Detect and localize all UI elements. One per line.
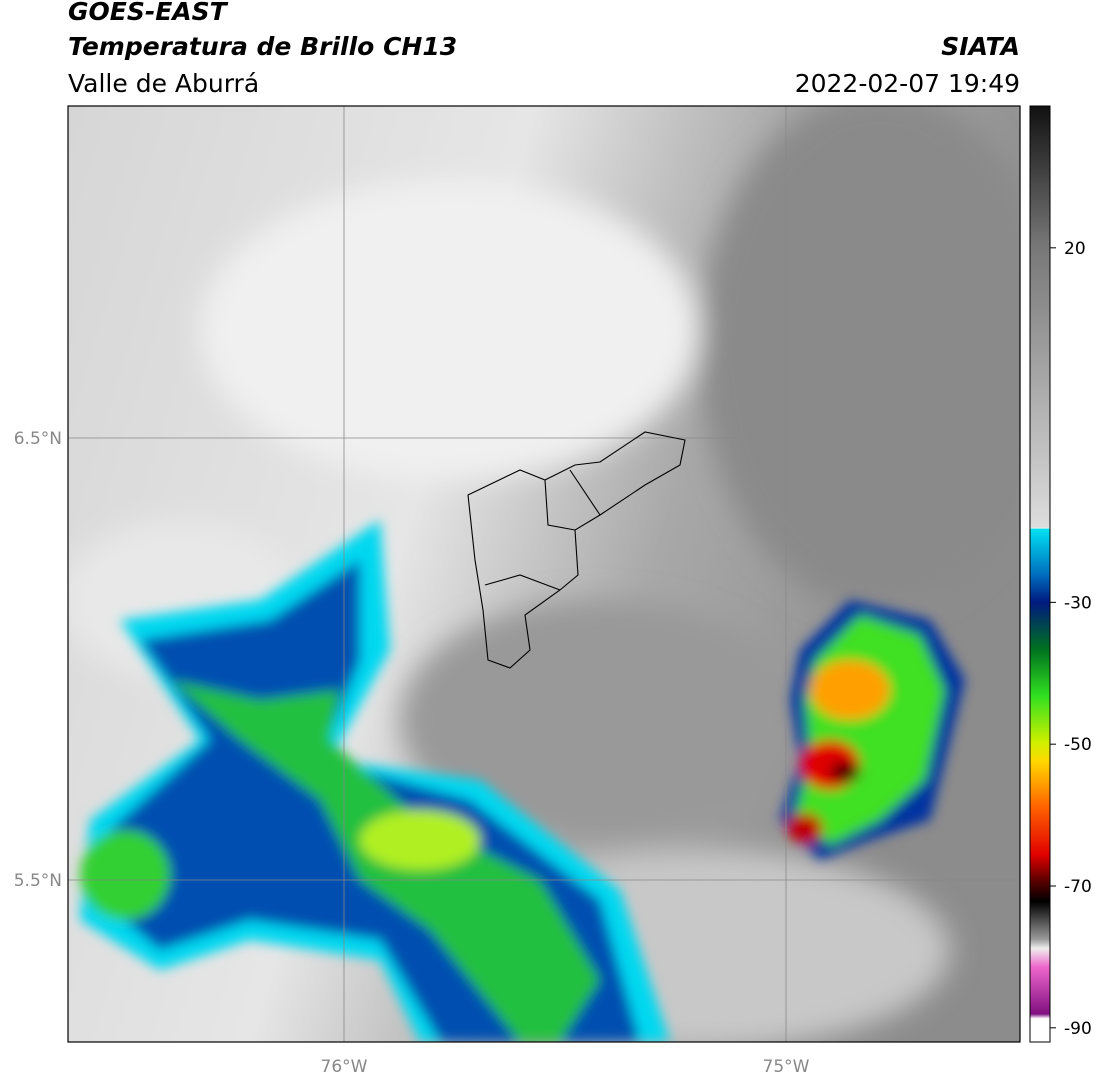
subtitle: Temperatura de Brillo CH13 [68, 32, 457, 61]
colorbar-tick-label: -50 [1064, 735, 1092, 755]
map-frame [67, 105, 1021, 1043]
colorbar [1029, 105, 1051, 1043]
satellite-image [68, 106, 1020, 1042]
lat-label: 6.5°N [14, 429, 62, 449]
lon-label: 75°W [763, 1057, 810, 1077]
colorbar-tick-label: -90 [1064, 1019, 1092, 1039]
lat-label: 5.5°N [14, 871, 62, 891]
region: Valle de Aburrá [68, 69, 259, 98]
lon-label: 76°W [321, 1057, 368, 1077]
colorbar-tick-label: -70 [1064, 877, 1092, 897]
datetime: 2022-02-07 19:49 [795, 69, 1020, 98]
source: SIATA [941, 32, 1020, 61]
title: GOES-EAST [68, 0, 229, 26]
colorbar-tick-label: 20 [1064, 239, 1086, 259]
colorbar-tick-label: -30 [1064, 593, 1092, 613]
